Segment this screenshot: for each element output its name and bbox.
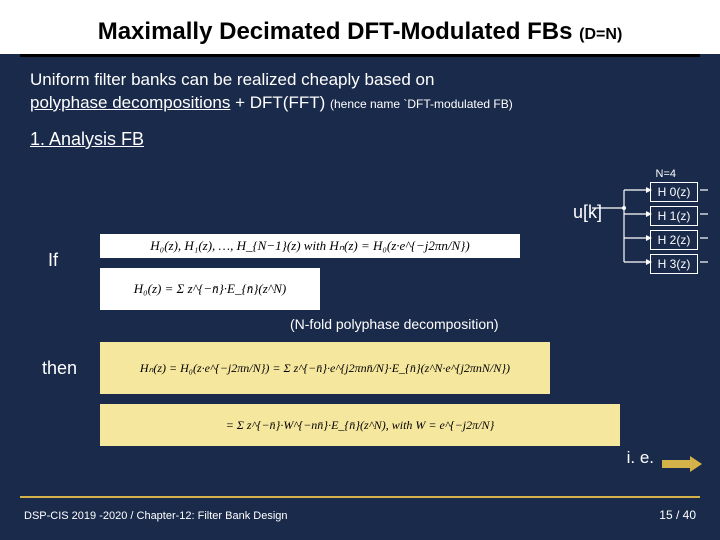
footer-divider [20,496,700,498]
then-label: then [42,358,77,379]
h0-box: H 0(z) [650,182,698,202]
intro-underlined: polyphase decompositions [30,93,230,112]
title-area: Maximally Decimated DFT-Modulated FBs (D… [0,0,720,54]
equation-1: H₀(z), H₁(z), …, H_{N−1}(z) with Hₙ(z) =… [100,234,520,258]
h3-box: H 3(z) [650,254,698,274]
arrow-icon [662,456,702,472]
intro-line1: Uniform filter banks can be realized che… [30,70,434,89]
polyphase-note: (N-fold polyphase decomposition) [290,316,499,332]
equation-4: = Σ z^{−n̄}·W^{−nn̄}·E_{n̄}(z^N), with W… [100,404,620,446]
if-label: If [48,250,58,271]
slide: Maximally Decimated DFT-Modulated FBs (D… [0,0,720,540]
footer-text: DSP-CIS 2019 -2020 / Chapter-12: Filter … [24,510,288,522]
page-total: 40 [683,508,696,522]
slide-title: Maximally Decimated DFT-Modulated FBs (D… [30,18,690,46]
page-number: 15 / 40 [659,508,696,522]
h2-box: H 2(z) [650,230,698,250]
equation-3: Hₙ(z) = H₀(z·e^{−j2πn/N}) = Σ z^{−n̄}·e^… [100,342,550,394]
section-heading: 1. Analysis FB [30,129,690,150]
filter-boxes: H 0(z) H 1(z) H 2(z) H 3(z) [650,182,698,278]
page-current: 15 [659,508,672,522]
intro-text: Uniform filter banks can be realized che… [30,69,690,115]
title-main: Maximally Decimated DFT-Modulated FBs [98,18,579,45]
section1-label: 1. Analysis FB [30,129,144,149]
page-sep: / [673,508,683,522]
ie-label: i. e. [627,448,654,468]
content-area: Uniform filter banks can be realized che… [0,57,720,150]
equation-2: H₀(z) = Σ z^{−n̄}·E_{n̄}(z^N) [100,268,320,310]
h1-box: H 1(z) [650,206,698,226]
title-sub: (D=N) [579,26,622,43]
intro-note: (hence name `DFT-modulated FB) [330,97,513,111]
intro-rest: + DFT(FFT) [230,93,330,112]
